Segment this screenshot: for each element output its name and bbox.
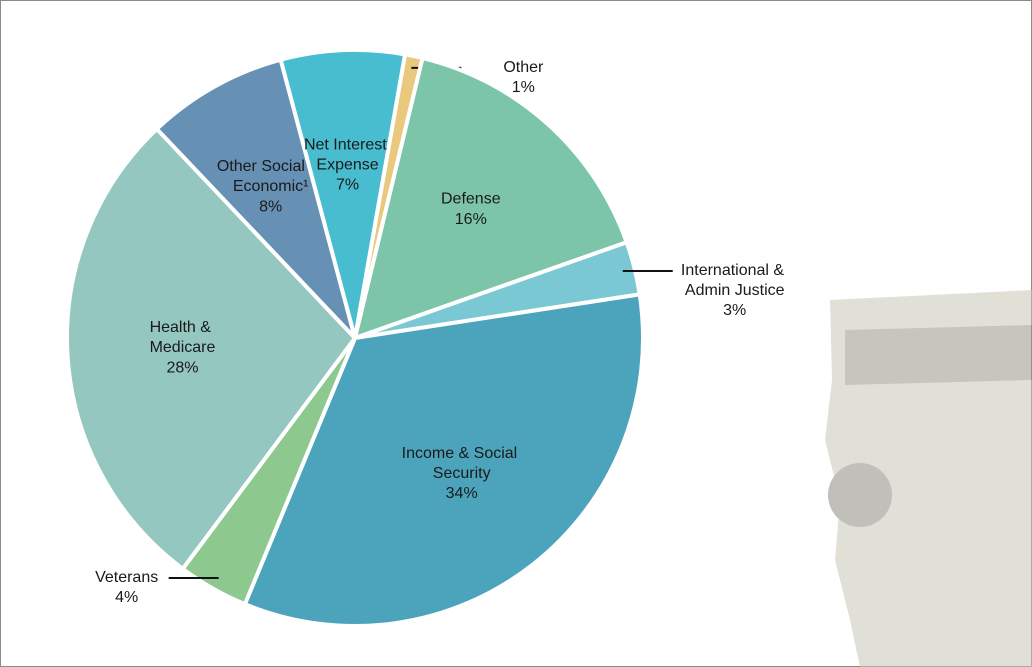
slice-label: Other Social & Economic¹ (217, 158, 325, 195)
slice-value-label: 28% (166, 359, 198, 376)
slice-label: Health & Medicare (150, 319, 216, 356)
slice-label: Net Interest Expense (304, 137, 391, 174)
pie-slice (278, 48, 408, 339)
bill-decoration (825, 290, 1032, 667)
pie-slice (154, 57, 357, 340)
pie-slice (65, 126, 358, 572)
pie-slice (352, 55, 630, 342)
slice-value-label: 7% (336, 177, 359, 194)
slice-label: Income & Social Security (402, 445, 522, 482)
slice-value-label: 4% (115, 589, 138, 606)
slice-label: International & Admin Justice (681, 262, 789, 299)
slice-value-label: 3% (723, 302, 746, 319)
slice-value-label: 16% (455, 211, 487, 228)
slice-label: Other (503, 59, 544, 76)
slice-value-label: 8% (259, 198, 282, 215)
slice-value-label: 1% (512, 79, 535, 96)
slice-label: Veterans (95, 569, 158, 586)
slice-value-label: 34% (446, 485, 478, 502)
slice-label: Defense (441, 191, 501, 208)
pie-slice (242, 292, 645, 628)
